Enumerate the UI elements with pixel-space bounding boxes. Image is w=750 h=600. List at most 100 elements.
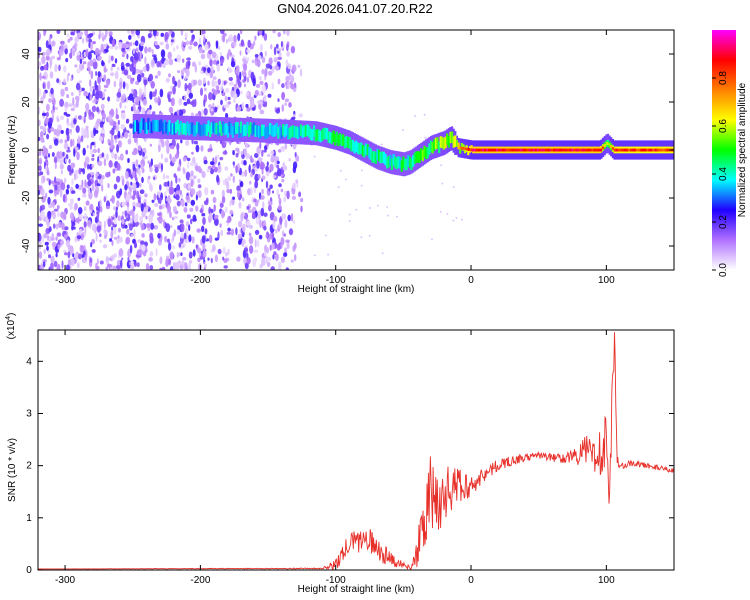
spectrogram-ridge-core [650, 148, 653, 152]
spectrogram-ridge [369, 148, 372, 161]
spectrogram-speckle [137, 239, 142, 243]
spectrogram-speckle [212, 196, 217, 204]
spectrogram-ridge [408, 156, 411, 169]
spectrogram-speckle [239, 180, 244, 188]
spectrogram-speckle [142, 98, 148, 106]
spectrogram-speckle [190, 179, 194, 188]
spectrogram-speckle [99, 199, 102, 209]
spectrogram-speckle [277, 56, 283, 60]
spectrogram-speckle [63, 214, 67, 220]
spectrogram-speckle [126, 74, 132, 79]
spectrogram-speckle [137, 145, 142, 149]
spectrogram-speckle [77, 207, 83, 215]
spectrogram-ridge-core [609, 145, 613, 148]
spectrogram-ridge [403, 158, 407, 171]
spectrogram-speckle [253, 40, 256, 46]
spectrogram-heatmap [38, 30, 674, 270]
spectrogram-speckle [165, 77, 170, 83]
spectrogram-speckle [267, 93, 272, 98]
spectrogram-speckle [368, 207, 371, 209]
spectrogram-speckle [71, 226, 76, 230]
spectrogram-speckle [117, 215, 122, 222]
spectrogram-speckle [185, 40, 189, 46]
spectrogram-ridge [230, 123, 233, 135]
spectrogram-speckle [139, 69, 144, 73]
spectrogram-speckle [63, 78, 66, 85]
spectrogram-ridge [438, 141, 441, 154]
spectrogram-speckle [187, 266, 191, 270]
spectrogram-speckle [106, 153, 109, 161]
spectrogram-speckle [139, 183, 142, 188]
spectrogram-speckle [133, 214, 138, 223]
spectrogram-speckle [75, 174, 79, 179]
spectrogram-speckle [44, 155, 48, 160]
spectrogram-speckle [107, 138, 111, 145]
spectrogram-speckle [229, 81, 234, 86]
spectrogram-speckle [82, 61, 87, 65]
spectrogram-speckle [51, 241, 57, 247]
spectrogram-ridge [308, 126, 311, 138]
spectrogram-speckle [145, 263, 150, 270]
spectrogram-speckle [59, 139, 64, 144]
spectrogram-ridge-core [621, 148, 625, 152]
spectrogram-speckle [154, 202, 159, 207]
spectrogram-ridge [160, 119, 163, 131]
spectrogram-speckle [258, 30, 263, 35]
snr-series-line [38, 332, 674, 570]
spectrogram-speckle [160, 32, 165, 38]
spectrogram-speckle [135, 68, 140, 74]
spectrogram-speckle [207, 148, 210, 153]
spectrogram-speckle [133, 262, 137, 267]
spectrogram-speckle [203, 77, 206, 85]
spectrogram-ridge [399, 157, 402, 169]
spectrogram-speckle [67, 38, 71, 43]
colorbar-tick-label: 0.6 [718, 119, 729, 133]
spectrogram-ridge-core [534, 148, 537, 152]
spectrogram-speckle [131, 182, 137, 192]
spectrogram-speckle [243, 256, 247, 265]
spectrogram-speckle [157, 233, 161, 239]
spectrogram-speckle [51, 55, 55, 60]
spectrogram-speckle [167, 258, 171, 265]
spectrogram-ridge [192, 124, 195, 137]
spectrogram-speckle [227, 248, 230, 256]
spectrogram-speckle [284, 247, 288, 254]
spectrogram-speckle [278, 197, 282, 206]
spectrogram-speckle [194, 64, 197, 73]
spectrogram-speckle [95, 71, 98, 76]
spectrogram-speckle [83, 206, 87, 211]
spectrogram-speckle [285, 75, 290, 83]
spectrogram-ridge [306, 124, 309, 136]
spectrogram-speckle [117, 235, 120, 239]
spectrogram-ridge [373, 151, 376, 163]
spectrogram-speckle [208, 234, 213, 244]
spectrogram-speckle [229, 188, 232, 194]
spectrogram-speckle [291, 116, 296, 120]
spectrogram-speckle [280, 237, 285, 246]
spectrogram-speckle [135, 96, 140, 103]
spectrogram-speckle [235, 68, 240, 75]
spectrogram-speckle [216, 154, 220, 159]
spectrogram-speckle [188, 260, 193, 264]
spectrogram-ridge-core [593, 148, 596, 152]
spectrogram-speckle [163, 173, 166, 180]
spectrogram-speckle [57, 118, 60, 123]
spectrogram-speckle [237, 76, 240, 84]
spectrogram-speckle [43, 233, 48, 239]
spectrogram-speckle [266, 247, 269, 254]
spectrogram-speckle [424, 136, 427, 139]
spectrogram-speckle [290, 83, 295, 90]
spectrogram-speckle [244, 262, 249, 270]
y-tick-label: 1 [26, 513, 32, 524]
spectrogram-speckle [243, 160, 247, 166]
spectrogram-speckle [188, 224, 191, 232]
spectrogram-speckle [108, 160, 113, 168]
spectrogram-ridge [416, 151, 420, 163]
spectrogram-speckle [92, 88, 95, 95]
spectrogram-ridge-core [640, 148, 643, 152]
spectrogram-speckle [88, 41, 91, 49]
spectrogram-ridge [149, 121, 152, 133]
spectrogram-speckle [257, 174, 261, 180]
spectrogram-ridge-core [465, 147, 468, 151]
spectrogram-speckle [188, 234, 192, 243]
